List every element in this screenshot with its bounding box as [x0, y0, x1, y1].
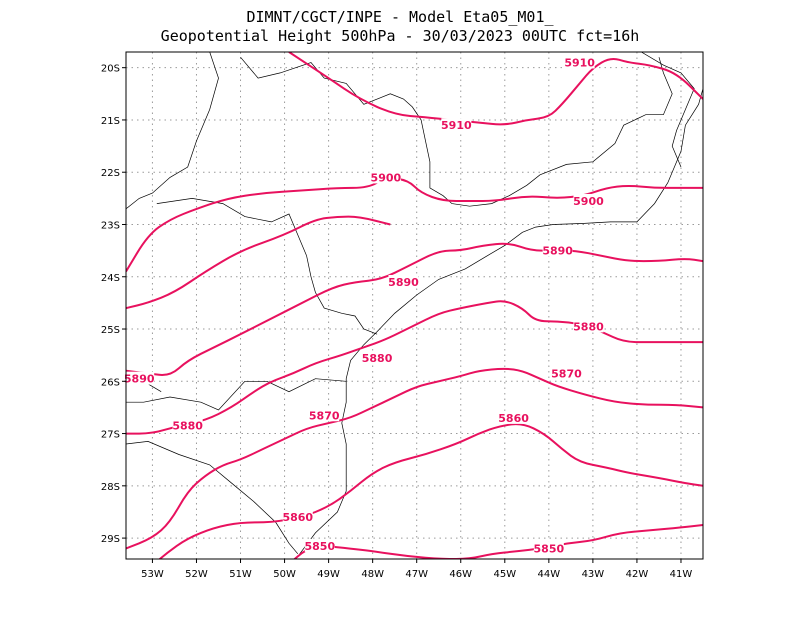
contour-label-5890: 5890: [542, 245, 573, 258]
contour-label-5890: 5890: [388, 276, 419, 289]
lat-lon-grid: [126, 52, 703, 559]
contour-labels: 5910 5910 5900 5900 5890 5890 5890 5880 5880 5880…: [124, 55, 604, 556]
height-contours: [126, 52, 703, 559]
contour-label-5900: 5900: [371, 171, 402, 184]
contour-label-bg: [441, 118, 472, 132]
contour-label-5850: 5850: [304, 540, 335, 553]
map-title-line-1: DIMNT/CGCT/INPE - Model Eta05_M01_: [246, 8, 554, 26]
lat-tick-label: 28S: [101, 482, 120, 493]
contour-label-5910: 5910: [564, 56, 595, 69]
contour-label-bg: [498, 410, 529, 424]
lat-tick-label: 29S: [101, 534, 120, 545]
contour-5850: [196, 524, 703, 559]
lon-tick-label: 52W: [185, 569, 208, 580]
contour-5880: [126, 300, 703, 435]
lat-tick-label: 22S: [101, 168, 120, 179]
contour-5870: [126, 367, 703, 550]
contour-label-bg: [542, 243, 573, 257]
lat-tick-label: 21S: [101, 116, 120, 127]
contour-label-bg: [309, 408, 340, 422]
contour-label-5910: 5910: [441, 119, 472, 132]
lat-tick-label: 26S: [101, 377, 120, 388]
contour-label-bg: [124, 371, 155, 385]
contour-5860: [158, 423, 703, 559]
lon-tick-label: 51W: [229, 569, 252, 580]
contour-label-bg: [388, 274, 419, 288]
contour-label-5900: 5900: [573, 195, 604, 208]
lat-tick-label: 20S: [101, 64, 120, 75]
contour-label-5860: 5860: [282, 511, 313, 524]
lon-tick-label: 47W: [405, 569, 428, 580]
lon-tick-label: 46W: [449, 569, 472, 580]
contour-label-bg: [304, 538, 335, 552]
lon-tick-label: 44W: [538, 569, 561, 580]
lat-tick-label: 24S: [101, 273, 120, 284]
state-border-sc-rs: [126, 441, 299, 555]
contour-label-bg: [573, 193, 604, 207]
lon-axis: 53W 52W 51W 50W 49W 48W 47W 46W 45W 44W 43W 42W 41W: [141, 559, 692, 580]
map-frame: [125, 51, 704, 560]
map-title-line-2: Geopotential Height 500hPa - 30/03/2023 …: [160, 27, 640, 45]
state-border-ms-sp: [126, 52, 219, 210]
lon-tick-label: 45W: [493, 569, 516, 580]
contour-label-5850: 5850: [534, 543, 565, 556]
contour-5890: [126, 242, 703, 376]
contour-label-5870: 5870: [309, 409, 340, 422]
state-border-pr-sc: [126, 378, 347, 411]
lon-tick-label: 48W: [361, 569, 384, 580]
lat-tick-label: 25S: [101, 325, 120, 336]
lon-tick-label: 50W: [273, 569, 296, 580]
contour-label-bg: [564, 55, 595, 69]
lat-tick-label: 23S: [101, 220, 120, 231]
lon-tick-label: 42W: [626, 569, 649, 580]
contour-5910: [288, 52, 703, 126]
contour-label-bg: [362, 350, 393, 364]
lat-tick-label: 27S: [101, 430, 120, 441]
contour-label-5860: 5860: [498, 412, 529, 425]
state-border-sp-pr: [156, 198, 378, 335]
contour-5900: [126, 177, 703, 273]
contour-label-5890: 5890: [124, 373, 155, 386]
lon-tick-label: 41W: [670, 569, 693, 580]
contour-label-5870: 5870: [551, 367, 582, 380]
contour-label-bg: [551, 366, 582, 380]
contour-label-bg: [533, 541, 564, 555]
basemap: [126, 52, 703, 557]
contour-5890: [126, 215, 391, 310]
lat-axis: 20S 21S 22S 23S 24S 25S 26S 27S 28S 29S: [101, 64, 126, 545]
lon-tick-label: 49W: [317, 569, 340, 580]
contour-label-bg: [573, 319, 604, 333]
contour-label-bg: [370, 170, 401, 184]
lon-tick-label: 53W: [141, 569, 164, 580]
lon-tick-label: 43W: [582, 569, 605, 580]
contour-label-5880: 5880: [362, 352, 393, 365]
contour-label-5880: 5880: [573, 320, 604, 333]
state-border-mg-rj-es: [641, 52, 695, 168]
contour-label-bg: [172, 418, 203, 432]
atlantic-coast: [297, 88, 703, 557]
contour-label-5880: 5880: [172, 420, 203, 433]
contour-label-bg: [282, 510, 313, 524]
